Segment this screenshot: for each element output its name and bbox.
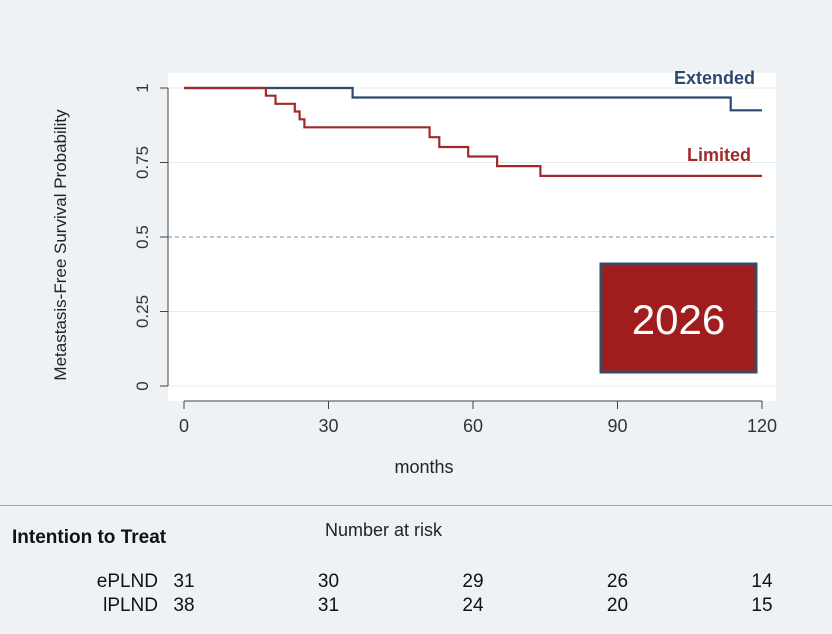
number-at-risk-title: Number at risk <box>325 520 443 540</box>
y-axis-title: Metastasis-Free Survival Probability <box>51 109 70 381</box>
year-badge-text: 2026 <box>632 296 725 343</box>
risk-cell: 14 <box>751 571 773 592</box>
km-chart: 0 0.25 0.5 0.75 1 0 30 60 90 120 months Metastasis-… <box>51 68 777 477</box>
intention-to-treat-label: Intention to Treat <box>12 527 167 548</box>
x-axis-title: months <box>394 457 453 477</box>
series-label-extended: Extended <box>674 68 755 88</box>
risk-cell: 31 <box>173 571 195 592</box>
risk-cell: 24 <box>462 595 484 616</box>
x-tick-label: 60 <box>463 416 483 436</box>
section-divider <box>0 505 832 506</box>
risk-cell: 30 <box>317 571 340 592</box>
y-tick-label: 1 <box>133 83 152 92</box>
x-tick-label: 30 <box>318 416 338 436</box>
risk-cell: 31 <box>317 595 340 616</box>
risk-cell: 38 <box>173 595 195 616</box>
risk-cell: 20 <box>606 595 629 616</box>
series-line-extended <box>184 86 762 112</box>
risk-cell: 15 <box>751 595 773 616</box>
y-tick-label: 0.25 <box>133 295 152 328</box>
y-tick-label: 0 <box>133 381 152 390</box>
risk-row-label: ePLND <box>96 571 158 592</box>
y-tick-label: 0.5 <box>133 225 152 249</box>
risk-cell: 26 <box>606 571 629 592</box>
y-tick-label: 0.75 <box>133 146 152 179</box>
risk-row-label: lPLND <box>103 595 158 616</box>
x-tick-label: 90 <box>607 416 627 436</box>
series-line-limited <box>184 86 762 177</box>
x-tick-label: 120 <box>747 416 777 436</box>
risk-cell: 29 <box>462 571 484 592</box>
x-tick-label: 0 <box>179 416 189 436</box>
year-badge <box>599 262 758 374</box>
series-label-limited: Limited <box>687 145 751 165</box>
